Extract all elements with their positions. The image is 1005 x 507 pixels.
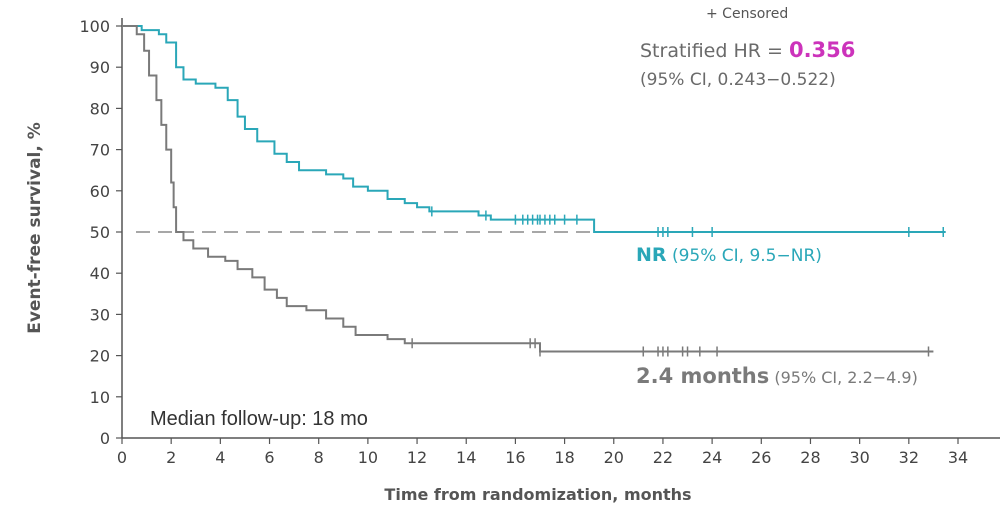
x-tick-label: 32	[899, 448, 919, 467]
y-tick-label: 80	[90, 99, 110, 118]
control-survival-curve	[122, 25, 934, 353]
x-axis-label: Time from randomization, months	[384, 485, 691, 504]
x-tick-label: 20	[604, 448, 624, 467]
hazard-ratio-value: 0.356	[788, 38, 856, 62]
y-tick-label: 90	[90, 58, 110, 77]
experimental-median-value: NR	[636, 244, 667, 266]
x-tick-label: 26	[751, 448, 771, 467]
experimental-median-annotation: NR (95% CI, 9.5−NR)	[636, 244, 822, 266]
y-tick-label: 20	[90, 347, 110, 366]
hazard-ratio-label: Stratified HR =	[640, 40, 789, 62]
control-median-annotation: 2.4 months (95% CI, 2.2−4.9)	[636, 364, 918, 388]
y-tick-label: 60	[90, 182, 110, 201]
y-tick-label: 10	[90, 388, 110, 407]
x-tick-label: 8	[314, 448, 324, 467]
x-tick-label: 14	[456, 448, 476, 467]
x-tick-label: 18	[554, 448, 574, 467]
x-tick-label: 24	[702, 448, 722, 467]
y-tick-label: 30	[90, 305, 110, 324]
x-tick-label: 4	[215, 448, 225, 467]
x-tick-label: 6	[264, 448, 274, 467]
censored-legend: + Censored	[706, 6, 789, 22]
median-followup-text: Median follow-up: 18 mo	[150, 408, 368, 430]
y-tick-label: 0	[100, 429, 110, 448]
x-tick-label: 10	[358, 448, 378, 467]
experimental-survival-curve	[122, 25, 946, 233]
x-tick-label: 28	[800, 448, 820, 467]
y-tick-label: 40	[90, 264, 110, 283]
x-tick-label: 0	[117, 448, 127, 467]
y-tick-label: 100	[79, 17, 110, 36]
x-tick-label: 2	[166, 448, 176, 467]
y-axis-label: Event-free survival, %	[25, 122, 45, 334]
experimental-median-ci: (95% CI, 9.5−NR)	[666, 246, 822, 266]
survival-curves	[122, 25, 946, 357]
x-tick-label: 16	[505, 448, 525, 467]
hazard-ratio-ci: (95% CI, 0.243−0.522)	[640, 70, 836, 90]
x-tick-label: 30	[849, 448, 869, 467]
x-tick-label: 22	[653, 448, 673, 467]
x-tick-label: 12	[407, 448, 427, 467]
y-tick-label: 70	[90, 141, 110, 160]
y-tick-label: 50	[90, 223, 110, 242]
x-tick-label: 34	[948, 448, 968, 467]
control-median-value: 2.4 months	[636, 364, 770, 388]
control-median-ci: (95% CI, 2.2−4.9)	[769, 368, 918, 387]
hazard-ratio-text: Stratified HR = 0.356	[640, 38, 855, 62]
